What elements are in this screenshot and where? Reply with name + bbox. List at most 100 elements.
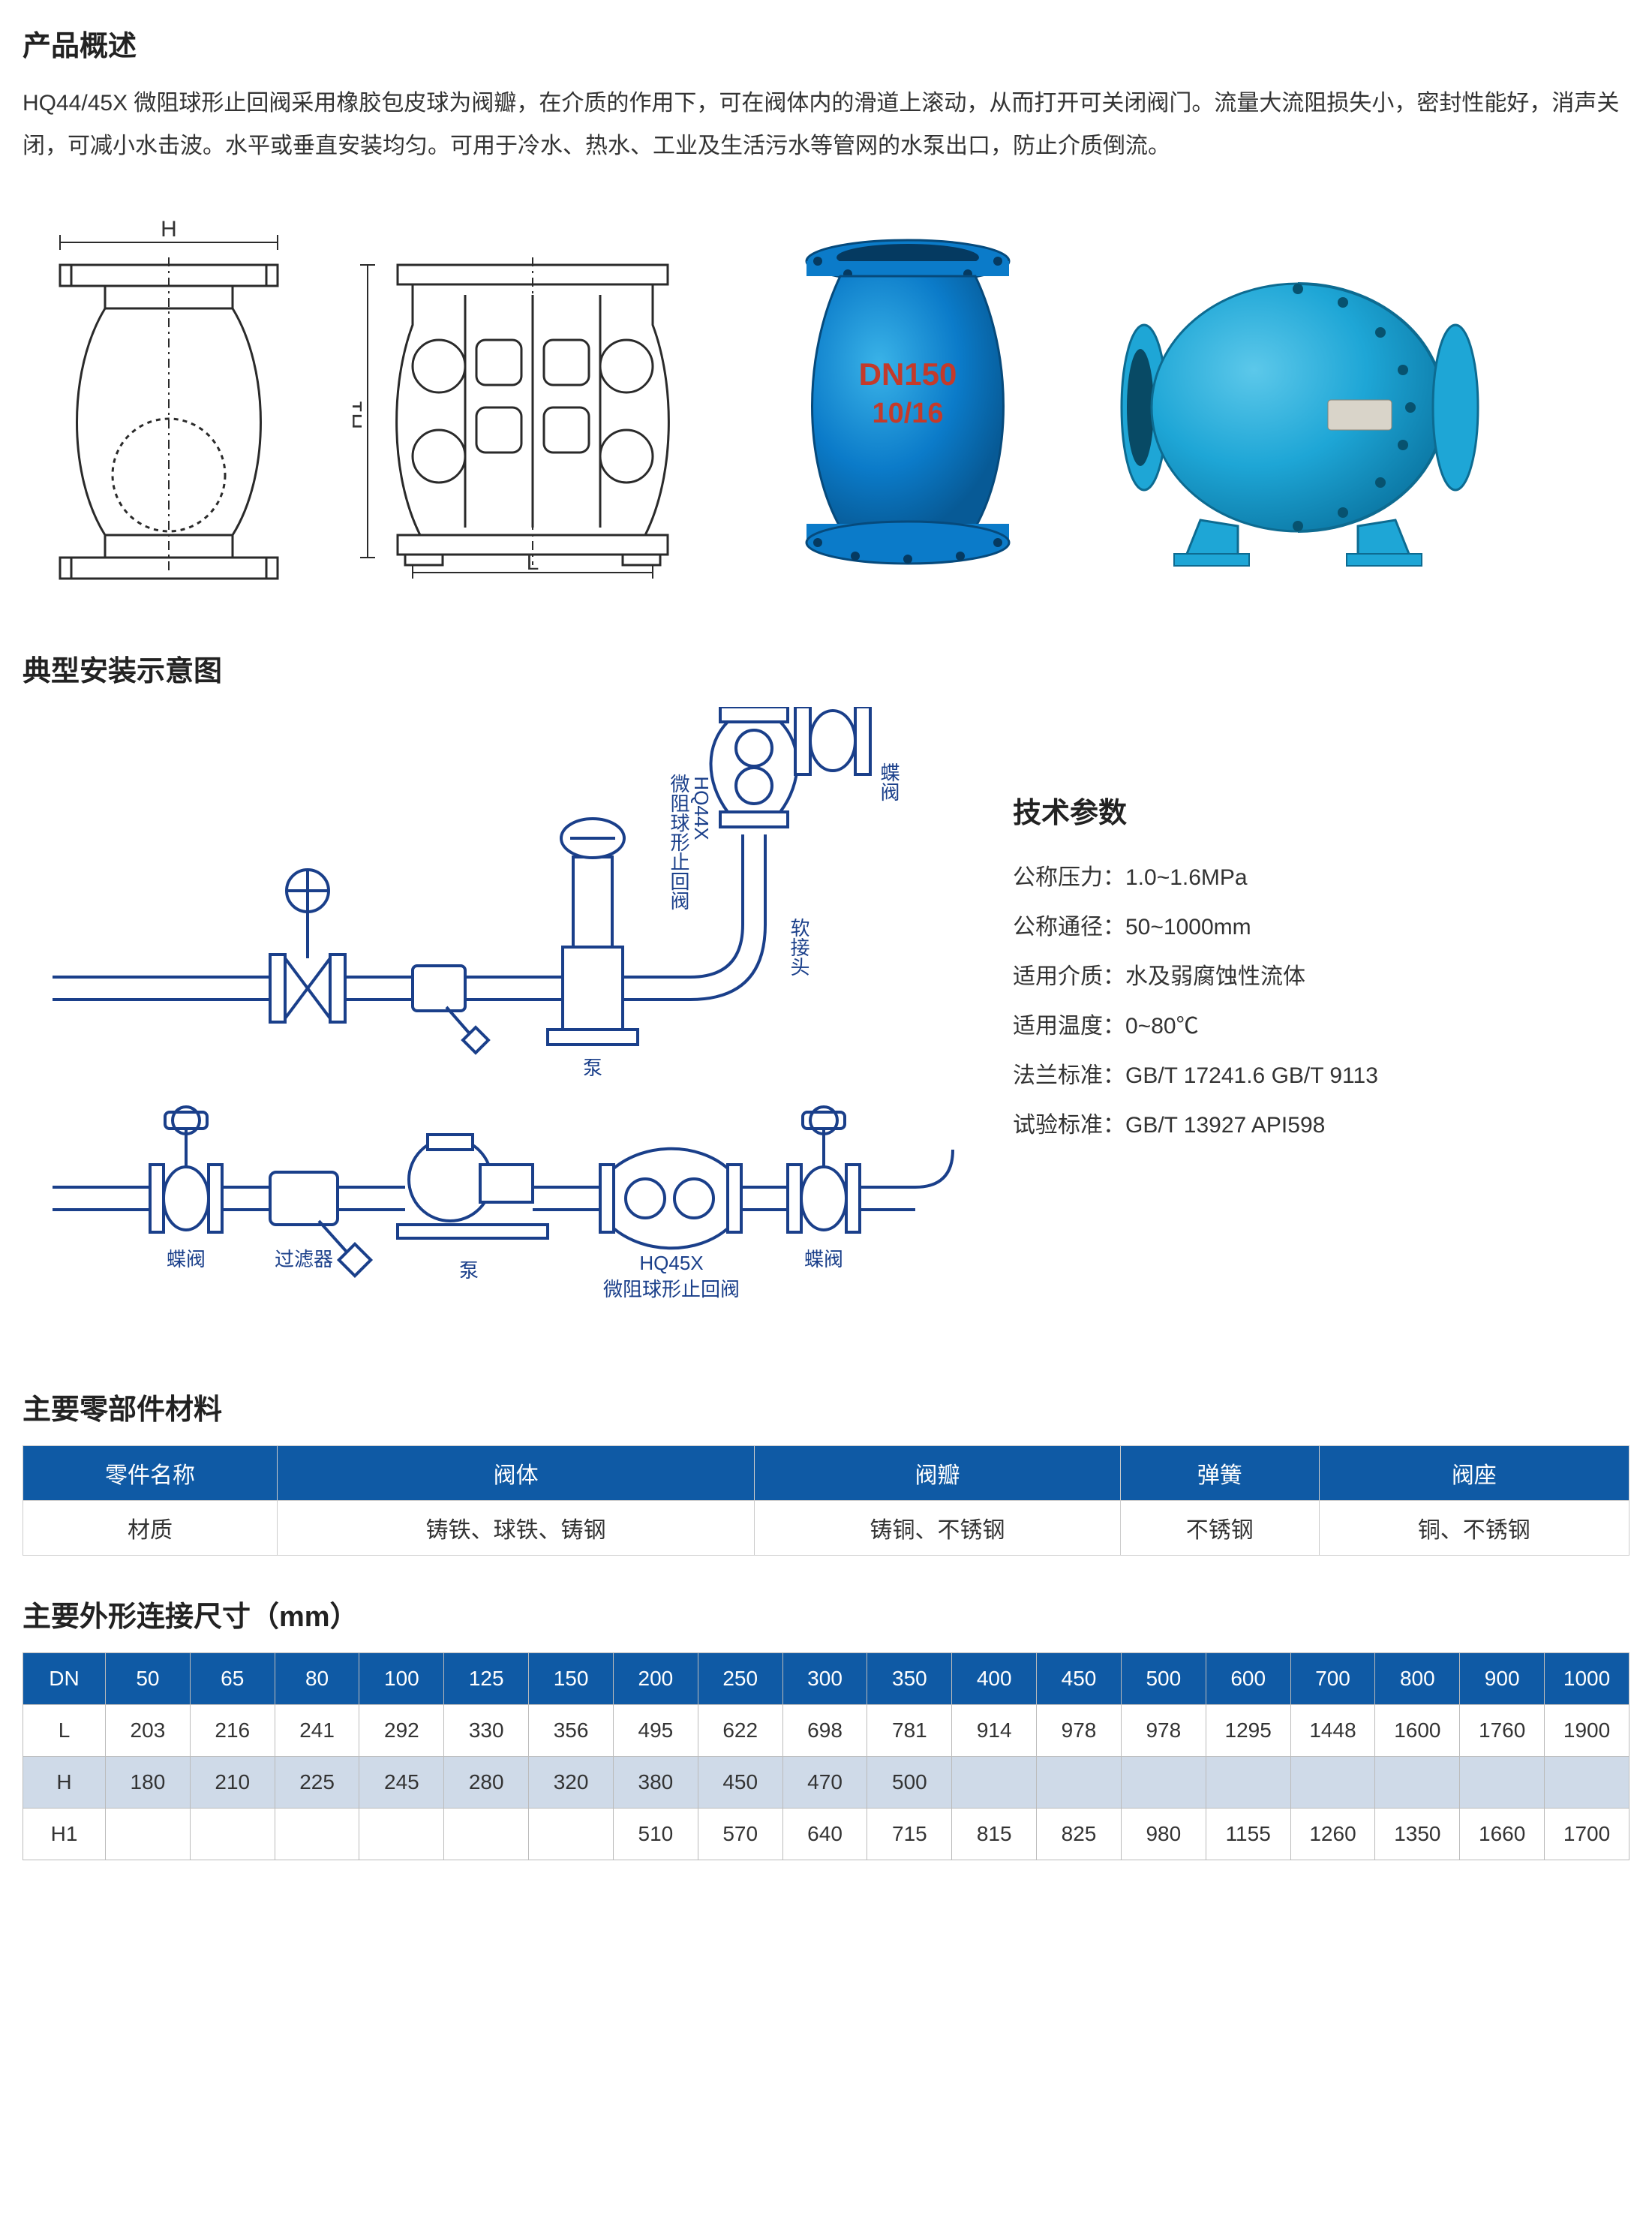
dim-header-row: DN50658010012515020025030035040045050060… [23,1653,1629,1705]
dim-cell-L-9: 781 [867,1705,952,1757]
dim-cell-H-3: 245 [359,1757,444,1809]
dim-cell-H1-6: 510 [613,1809,698,1860]
tech-line-1: 公称通径：50~1000mm [1013,903,1378,952]
dim-cell-L-2: 241 [275,1705,359,1757]
label-pump-lower: 泵 [459,1259,479,1282]
install-section: 典型安装示意图 [23,648,1629,1334]
dim-cell-L-14: 1448 [1290,1705,1375,1757]
mat-rowlabel: 材质 [23,1501,278,1556]
tech-line-2: 适用介质：水及弱腐蚀性流体 [1013,952,1378,1002]
dim-cell-L-1: 216 [190,1705,275,1757]
label-hq44x-sub: 微阻球形止回阀 [668,774,690,910]
dim-cell-H1-7: 570 [698,1809,782,1860]
overview-title: 产品概述 [23,23,1629,64]
mat-h0: 零件名称 [23,1446,278,1501]
mat-h4: 阀座 [1319,1446,1629,1501]
dim-cell-H-16 [1460,1757,1545,1809]
mat-h2: 阀瓣 [755,1446,1121,1501]
dim-cell-H1-8: 640 [782,1809,867,1860]
dim-dn-14: 700 [1290,1653,1375,1705]
dim-cell-H-12 [1121,1757,1206,1809]
dim-cell-L-0: 203 [106,1705,191,1757]
dim-cell-H-7: 450 [698,1757,782,1809]
tech-line-3: 适用温度：0~80℃ [1013,1002,1378,1051]
dim-dn-6: 200 [613,1653,698,1705]
mat-c0: 铸铁、球铁、铸钢 [278,1501,755,1556]
label-hq45x-1: HQ45X [639,1252,703,1274]
dim-rowkey-L: L [23,1705,106,1757]
dim-rowkey-H1: H1 [23,1809,106,1860]
dim-cell-H-0: 180 [106,1757,191,1809]
dim-row-L: L203216241292330356495622698781914978978… [23,1705,1629,1757]
dim-dn-8: 300 [782,1653,867,1705]
dim-dn-17: 1000 [1545,1653,1629,1705]
dim-cell-H1-2 [275,1809,359,1860]
dim-cell-H1-3 [359,1809,444,1860]
dim-cell-L-5: 356 [529,1705,614,1757]
overview-text: HQ44/45X 微阻球形止回阀采用橡胶包皮球为阀瓣，在介质的作用下，可在阀体内… [23,82,1629,167]
dim-cell-H1-9: 715 [867,1809,952,1860]
dim-cell-L-16: 1760 [1460,1705,1545,1757]
dim-cell-H1-13: 1155 [1206,1809,1290,1860]
dim-cell-H1-17: 1700 [1545,1809,1629,1860]
tech-line-4: 法兰标准：GB/T 17241.6 GB/T 9113 [1013,1051,1378,1101]
label-pump-upper: 泵 [583,1057,602,1079]
dim-row-H1: H151057064071581582598011551260135016601… [23,1809,1629,1860]
materials-title: 主要零部件材料 [23,1386,1629,1427]
dim-dn-9: 350 [867,1653,952,1705]
tech-line-0: 公称压力：1.0~1.6MPa [1013,853,1378,903]
dim-cell-H1-15: 1350 [1375,1809,1460,1860]
dim-rowkey-H: H [23,1757,106,1809]
label-hq44x: HQ44X [690,776,713,840]
dim-cell-H-1: 210 [190,1757,275,1809]
product-photo-horizontal [1103,250,1493,580]
dim-row-H: H180210225245280320380450470500 [23,1757,1629,1809]
materials-section: 主要零部件材料 零件名称 阀体 阀瓣 弹簧 阀座 材质 铸铁、球铁、铸钢 铸铜、… [23,1386,1629,1556]
dim-cell-H-14 [1290,1757,1375,1809]
dim-cell-H1-10: 815 [952,1809,1037,1860]
dim-cell-H-17 [1545,1757,1629,1809]
dim-h-label: H [161,220,177,242]
dim-dn-11: 450 [1037,1653,1122,1705]
dim-cell-L-15: 1600 [1375,1705,1460,1757]
dim-dn-3: 100 [359,1653,444,1705]
overview-section: 产品概述 HQ44/45X 微阻球形止回阀采用橡胶包皮球为阀瓣，在介质的作用下，… [23,23,1629,167]
label-flex-joint: 软接头 [788,918,810,976]
label-butterfly-1: 蝶阀 [167,1248,206,1270]
dim-cell-L-6: 495 [613,1705,698,1757]
mat-c1: 铸铜、不锈钢 [755,1501,1121,1556]
dim-cell-H-11 [1037,1757,1122,1809]
label-filter: 过滤器 [275,1248,333,1270]
dim-cell-H-10 [952,1757,1037,1809]
dim-cell-H1-12: 980 [1121,1809,1206,1860]
install-diagram: 泵 软接头 [23,707,968,1334]
dim-dn-15: 800 [1375,1653,1460,1705]
dimensions-title: 主要外形连接尺寸（mm） [23,1593,1629,1634]
product-dn-label: DN150 [859,356,957,392]
dim-cell-H-6: 380 [613,1757,698,1809]
dim-cell-H-2: 225 [275,1757,359,1809]
dim-cell-H1-4 [444,1809,529,1860]
dim-cell-L-11: 978 [1037,1705,1122,1757]
product-photo-vertical: DN150 10/16 [758,220,1058,580]
drawing-side-profile: H [30,220,308,580]
dim-cell-H1-5 [529,1809,614,1860]
dim-dn-13: 600 [1206,1653,1290,1705]
mat-h1: 阀体 [278,1446,755,1501]
materials-header-row: 零件名称 阀体 阀瓣 弹簧 阀座 [23,1446,1629,1501]
materials-table: 零件名称 阀体 阀瓣 弹簧 阀座 材质 铸铁、球铁、铸钢 铸铜、不锈钢 不锈钢 … [23,1445,1629,1556]
dim-cell-H-8: 470 [782,1757,867,1809]
dim-cell-L-8: 698 [782,1705,867,1757]
dim-dn-12: 500 [1121,1653,1206,1705]
dim-dn-1: 65 [190,1653,275,1705]
dim-cell-H1-1 [190,1809,275,1860]
dim-dn-16: 900 [1460,1653,1545,1705]
dim-cell-L-4: 330 [444,1705,529,1757]
dim-dn-2: 80 [275,1653,359,1705]
materials-data-row: 材质 铸铁、球铁、铸钢 铸铜、不锈钢 不锈钢 铜、不锈钢 [23,1501,1629,1556]
illustration-row: H [23,220,1629,580]
label-butterfly-2: 蝶阀 [804,1248,843,1270]
drawing-front-cutaway: H1 [353,220,713,580]
dim-cell-H-13 [1206,1757,1290,1809]
tech-title: 技术参数 [1013,789,1378,831]
